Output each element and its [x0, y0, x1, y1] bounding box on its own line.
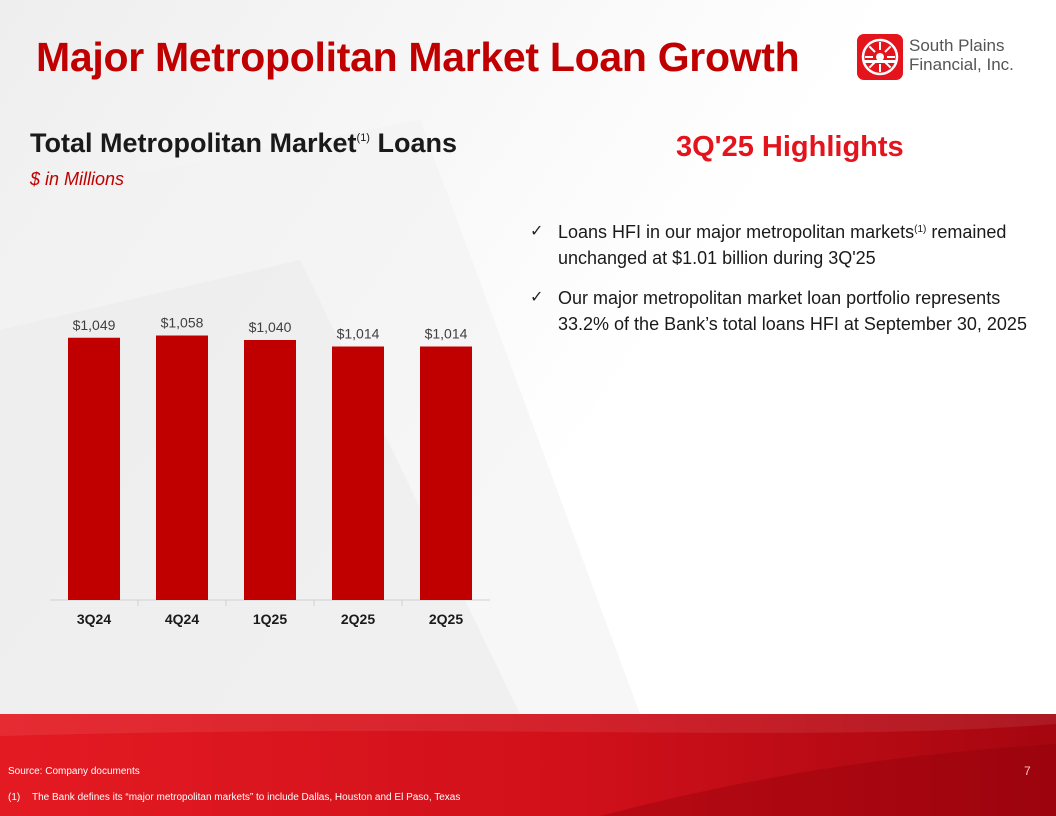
checkmark-icon: ✓	[530, 289, 544, 306]
highlight-item: ✓ Our major metropolitan market loan por…	[530, 285, 1030, 337]
footnote: (1) The Bank defines its “major metropoli…	[8, 792, 460, 803]
page-number: 7	[1024, 764, 1031, 778]
footer-wave-decoration	[0, 714, 1056, 816]
chart-subtitle: $ in Millions	[30, 169, 125, 189]
highlight-text: Loans HFI in our major metropolitan mark…	[558, 222, 915, 242]
source-note: Source: Company documents	[8, 766, 140, 777]
chart-title: Total Metropolitan Market(1) Loans	[30, 128, 457, 159]
bar-data-label: $1,049	[73, 317, 116, 333]
x-tick-label: 2Q25	[341, 611, 375, 627]
logo-line-1: South Plains	[909, 36, 1005, 55]
footer-band	[0, 714, 1056, 816]
highlight-footnote-ref: (1)	[914, 224, 927, 235]
company-logo: South Plains Financial, Inc.	[857, 33, 1027, 81]
chart-title-main: Total Metropolitan Market	[30, 128, 357, 158]
bar-data-label: $1,040	[249, 319, 292, 335]
footnote-number: (1)	[8, 792, 21, 803]
chart-bar	[244, 340, 296, 600]
chart-bar	[68, 337, 120, 600]
chart-bar	[332, 346, 384, 600]
highlights-list: ✓ Loans HFI in our major metropolitan ma…	[530, 219, 1030, 351]
page-title: Major Metropolitan Market Loan Growth	[36, 34, 800, 80]
highlight-text: Our major metropolitan market loan portf…	[558, 288, 1027, 334]
bar-data-label: $1,014	[337, 326, 380, 342]
footnote-text: The Bank defines its “major metropolitan…	[32, 792, 461, 803]
x-tick-label: 4Q24	[165, 611, 199, 627]
x-tick-label: 1Q25	[253, 611, 287, 627]
checkmark-icon: ✓	[530, 223, 544, 240]
chart-title-suffix: Loans	[377, 128, 458, 158]
highlight-item: ✓ Loans HFI in our major metropolitan ma…	[530, 219, 1030, 271]
chart-title-footnote-ref: (1)	[356, 132, 370, 144]
bar-data-label: $1,058	[161, 315, 204, 331]
circular-sunburst-logo-icon	[857, 34, 903, 80]
highlights-title: 3Q'25 Highlights	[676, 131, 904, 163]
highlight-text-continued: remained unchanged at $1.01 billion duri…	[558, 222, 1007, 268]
logo-line-2: Financial, Inc.	[909, 55, 1014, 74]
bar-data-label: $1,014	[425, 326, 468, 342]
x-tick-label: 3Q24	[77, 611, 111, 627]
loan-bar-chart: $1,049 3Q24 $1,058 4Q24 $1,040 1Q25 $1,014 2Q25…	[50, 315, 490, 627]
logo-text: South Plains Financial, Inc.	[909, 36, 1014, 74]
x-tick-label: 2Q25	[429, 611, 463, 627]
chart-bar	[420, 346, 472, 600]
chart-bar	[156, 335, 208, 600]
